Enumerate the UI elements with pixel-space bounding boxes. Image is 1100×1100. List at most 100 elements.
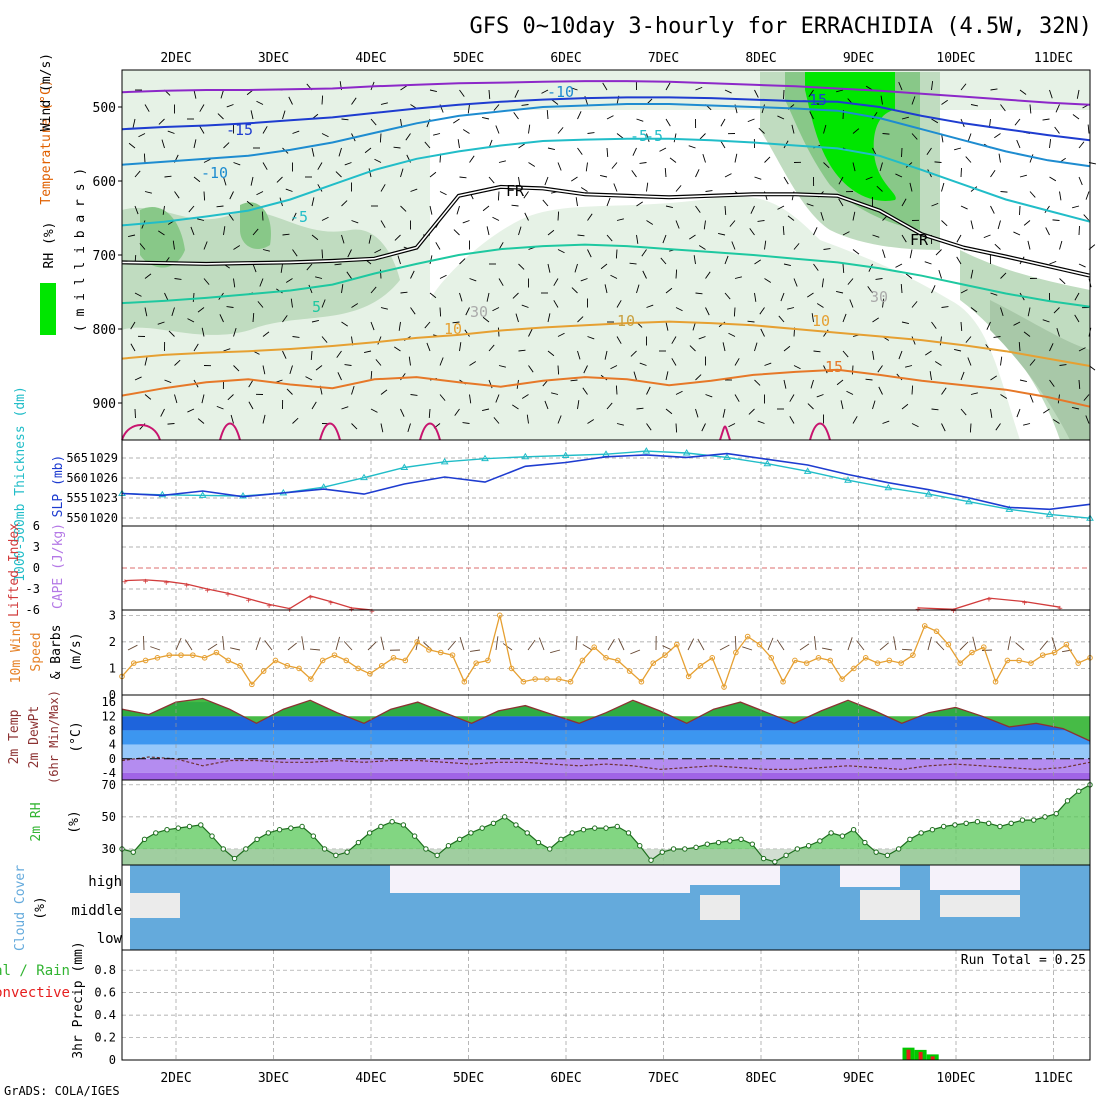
wind-barb [956,256,962,265]
wind-barb [582,644,593,651]
thickness-point [239,492,247,499]
wind-barb [934,361,942,366]
wind-barb [689,234,696,240]
wind-barb [128,142,136,149]
wind-barb [1072,205,1080,209]
wind-barb [162,205,165,215]
wind-barb [250,176,254,186]
wind-barb [990,408,993,418]
wind-barb [615,249,618,259]
rh-point [772,859,778,865]
wind-barb [969,423,972,433]
wind-barb [747,320,755,323]
x-tick-label-top: 4DEC [355,51,386,66]
wind-barb [469,649,481,652]
wind-barb [309,648,321,651]
x-tick-label-bottom: 7DEC [648,1071,679,1086]
wind-speed-point [662,652,668,658]
contour-label: 5 [312,298,321,316]
wind-barb [518,349,526,352]
wind-barb [639,362,647,366]
wind-barb [544,176,549,186]
wind-speed-point [851,665,857,672]
wind-barb [229,191,234,200]
wind-barb [498,160,506,163]
wind-barb [665,408,673,415]
wind-barb [223,226,226,236]
lifted-index-point: + [986,595,992,605]
rh-point [1053,810,1059,817]
wind-barb [400,408,405,417]
wind-barb [280,263,283,273]
wind-barb [587,213,593,221]
precip-tick-label: 0.6 [94,986,116,1000]
thickness-tick-label: 555 [66,491,88,505]
wind-barb [698,245,706,250]
wind-barb [695,292,703,295]
wind-speed-point [780,678,786,685]
wind-barb [197,307,205,313]
wind-barb [997,220,1001,230]
wind-barb [144,356,148,366]
wind-barb [925,350,932,356]
wind-barb [370,118,377,126]
wind-barb [337,372,342,381]
wind-barb [970,104,979,107]
wind-speed-point [237,662,243,669]
rh-point [625,830,632,836]
wind-barb [150,646,161,651]
wind-barb [292,130,300,134]
wind-barb [482,116,490,120]
wind-barb [646,386,651,395]
thickness-point [763,459,772,467]
surface-contour [219,422,241,441]
wind-barb [807,403,814,410]
wind-barb [1029,394,1034,403]
thickness-point [360,473,368,481]
wind-barb [547,313,551,323]
wind-speed-point [473,660,479,666]
wind-barb [783,176,789,185]
contour-label: 10 [812,312,830,330]
wind-barb [1078,263,1086,268]
precip-axis-label: 3hr Precip (mm) [71,941,86,1058]
wind-barb [632,147,637,156]
wind-barb [290,298,293,308]
rh-point [952,822,958,828]
wind-barb [764,278,772,283]
rh-point [839,833,846,839]
wind-speed-point [284,662,291,669]
wind-barb [521,394,529,399]
wind-barb [838,176,844,185]
wind-barb [547,147,555,151]
wind-barb [941,220,948,227]
wind-barb [230,414,234,424]
rh-point [479,825,485,831]
wind10m-panel: 3 2 1 0 10m Wind Speed & Barbs (m/s) [9,608,1093,702]
wind-barb [557,415,562,424]
wind-barb [553,278,559,286]
rh-point [501,814,508,820]
wind-speed-point [1004,657,1011,664]
wind-barb [462,220,470,224]
wind-barb [872,400,876,410]
wind-barb [252,313,255,323]
wind-barb [941,182,945,192]
wind-barb [749,228,755,236]
wind-barb [633,371,637,381]
wind-barb [514,89,519,98]
rh-point [884,852,891,859]
wind-barb [990,292,998,296]
wind-barb [523,191,529,199]
wind-barb [252,228,259,236]
surface-contour [121,424,161,441]
wind-legend-label: Wind (m/s) [39,53,54,131]
wind-barb [759,307,765,315]
wind-barb [646,182,649,192]
wind-barb [174,359,181,366]
wind-barb [158,230,165,236]
lifted-index-point: + [184,581,190,591]
wind-speed-point [201,655,208,661]
wind-barb [606,234,613,242]
wind-barb [724,89,732,94]
